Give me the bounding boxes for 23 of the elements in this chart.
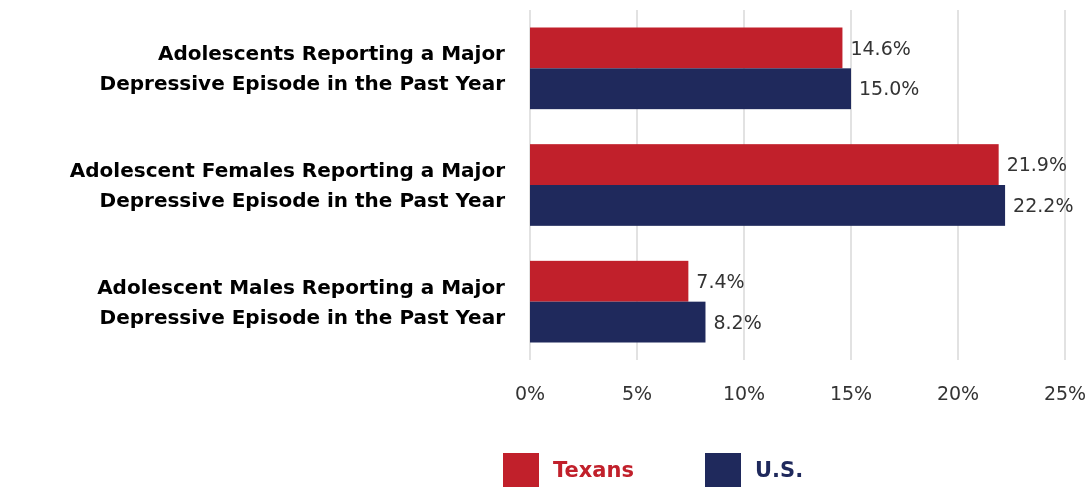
x-tick-label: 15% [829,382,873,404]
data-label: 15.0% [859,77,920,100]
x-tick-label: 20% [936,382,980,404]
data-label: 14.6% [850,36,911,59]
y-tick-label: Adolescent Females Reporting a Major Depressive Episode in the Past Year [69,158,506,212]
bar [530,185,1006,226]
x-tick-label: 25% [1043,382,1087,404]
bar [530,68,851,110]
data-label: 7.4% [696,269,745,292]
y-tick-label: Adolescents Reporting a Major Depressive Episode in the Past Year [99,41,506,96]
legend-label: Texans [553,458,634,483]
x-tick-label: 0% [514,382,546,404]
x-tick-label: 5% [621,382,653,404]
x-tick-label: 10% [722,382,766,404]
bar [530,144,999,185]
bar [530,301,706,343]
bar [530,27,843,69]
data-label: 22.2% [1013,194,1074,217]
legend-label: U.S. [755,458,804,483]
data-label: 21.9% [1006,153,1068,176]
data-label: 8.2% [713,310,762,333]
bar [530,260,689,302]
y-tick-label: Adolescent Males Reporting a Major Depressive Episode in the Past Year [97,274,506,329]
